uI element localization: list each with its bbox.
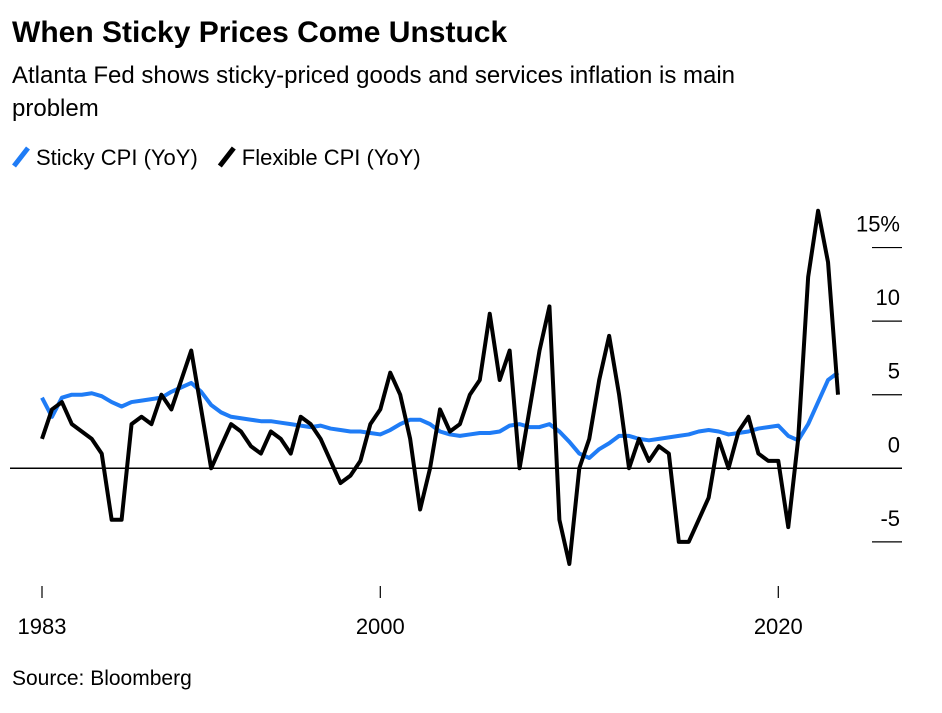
y-tick-label: 5	[888, 359, 900, 384]
legend-label: Flexible CPI (YoY)	[242, 145, 421, 170]
x-tick-label: 2020	[754, 614, 803, 639]
x-tick-label: 2000	[356, 614, 405, 639]
y-tick-label: 15%	[856, 212, 900, 237]
legend-swatch	[12, 146, 30, 168]
chart-subtitle: Atlanta Fed shows sticky-priced goods an…	[12, 62, 735, 89]
series-line	[40, 208, 840, 566]
y-tick-label: 10	[876, 285, 900, 310]
y-tick-label: 0	[888, 432, 900, 457]
y-tick-label: -5	[880, 506, 900, 531]
series-line	[40, 371, 840, 460]
legend-swatch	[217, 146, 236, 168]
chart-title: When Sticky Prices Come Unstuck	[12, 16, 507, 49]
source: Source: Bloomberg	[12, 667, 192, 690]
legend-label: Sticky CPI (YoY)	[36, 145, 198, 170]
chart-subtitle: problem	[12, 95, 99, 122]
x-tick-label: 1983	[18, 614, 67, 639]
